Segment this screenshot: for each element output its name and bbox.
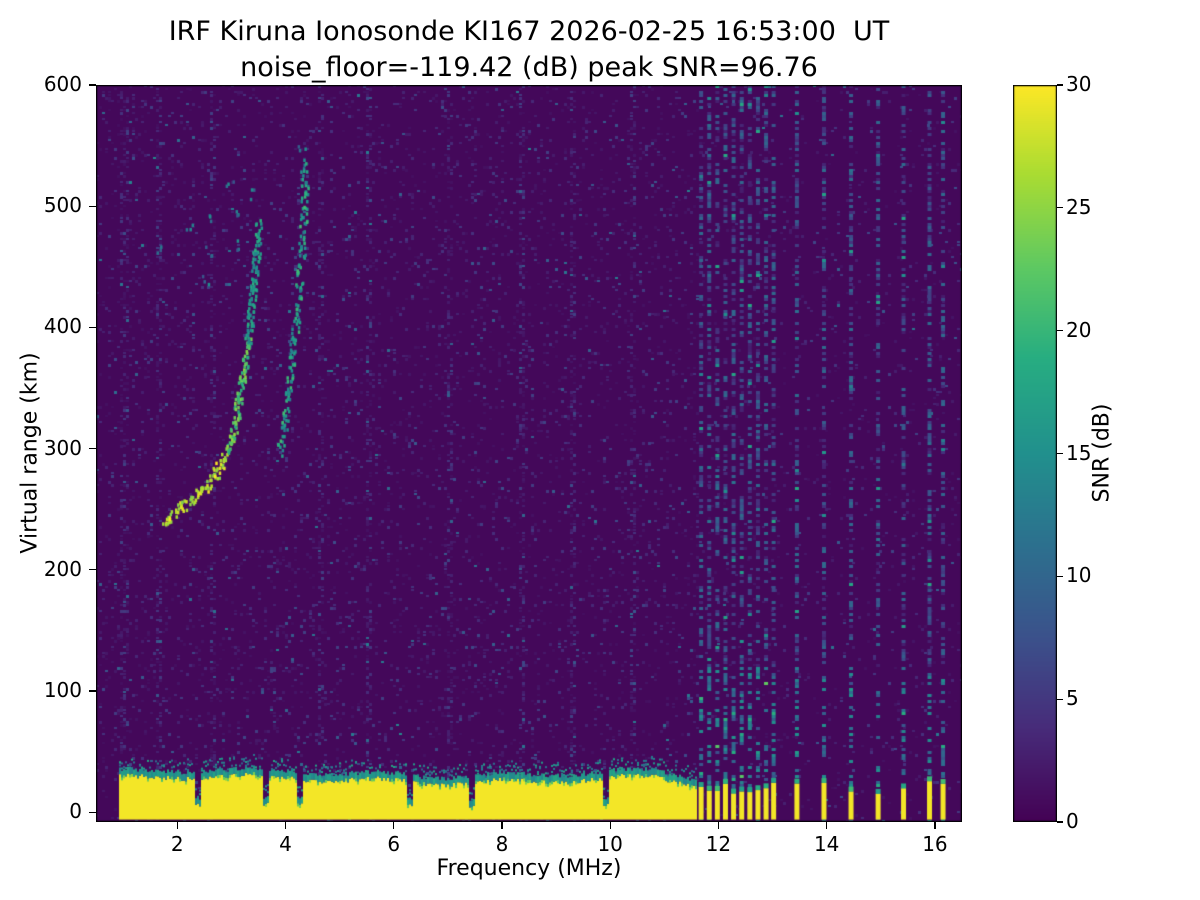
colorbar-tick-mark xyxy=(1057,698,1063,700)
x-tick-label: 2 xyxy=(170,832,184,856)
chart-title: IRF Kiruna Ionosonde KI167 2026-02-25 16… xyxy=(168,16,890,47)
x-tick-mark xyxy=(176,822,178,829)
colorbar-tick-mark xyxy=(1057,821,1063,823)
colorbar-gradient-canvas xyxy=(1013,85,1057,822)
x-tick-label: 14 xyxy=(813,832,840,856)
x-tick-label: 4 xyxy=(279,832,292,856)
x-tick-label: 16 xyxy=(922,832,948,856)
x-tick-label: 12 xyxy=(705,832,732,856)
colorbar-tick-label: 25 xyxy=(1066,194,1092,219)
x-axis-label: Frequency (MHz) xyxy=(436,856,622,881)
y-tick-mark xyxy=(89,690,96,692)
y-tick-label: 100 xyxy=(43,678,82,703)
x-tick-mark xyxy=(609,822,611,829)
ionogram-heatmap-canvas xyxy=(96,85,962,822)
x-tick-mark xyxy=(826,822,828,829)
y-tick-mark xyxy=(89,326,96,329)
colorbar-tick-label: 20 xyxy=(1066,317,1092,342)
y-tick-label: 300 xyxy=(43,435,82,460)
colorbar-tick-label: 0 xyxy=(1066,809,1079,833)
colorbar-tick-mark xyxy=(1057,207,1063,209)
y-tick-mark xyxy=(89,811,96,813)
colorbar-tick-mark xyxy=(1057,452,1063,455)
x-tick-mark xyxy=(717,822,720,829)
colorbar-tick-label: 15 xyxy=(1066,440,1092,465)
colorbar-tick-mark xyxy=(1057,575,1063,577)
colorbar-tick-label: 10 xyxy=(1066,563,1092,588)
y-tick-mark xyxy=(89,448,96,450)
colorbar-tick-mark xyxy=(1057,84,1063,86)
y-tick-mark xyxy=(89,569,96,571)
y-tick-label: 400 xyxy=(43,314,82,339)
y-tick-label: 600 xyxy=(43,72,82,96)
colorbar-tick-label: 30 xyxy=(1066,72,1092,96)
colorbar-tick-label: 5 xyxy=(1066,686,1079,711)
x-tick-mark xyxy=(284,822,287,829)
colorbar-tick-mark xyxy=(1057,330,1063,332)
x-tick-label: 6 xyxy=(387,832,401,856)
y-tick-mark xyxy=(89,205,96,207)
x-tick-label: 8 xyxy=(495,832,509,856)
y-tick-label: 500 xyxy=(43,193,82,218)
x-tick-mark xyxy=(393,822,395,829)
chart-subtitle: noise_floor=-119.42 (dB) peak SNR=96.76 xyxy=(240,52,818,83)
x-tick-mark xyxy=(934,822,936,829)
x-tick-label: 10 xyxy=(597,832,623,856)
y-tick-label: 0 xyxy=(69,799,82,824)
y-tick-mark xyxy=(89,84,96,86)
y-tick-label: 200 xyxy=(43,556,82,581)
x-tick-mark xyxy=(501,822,503,829)
